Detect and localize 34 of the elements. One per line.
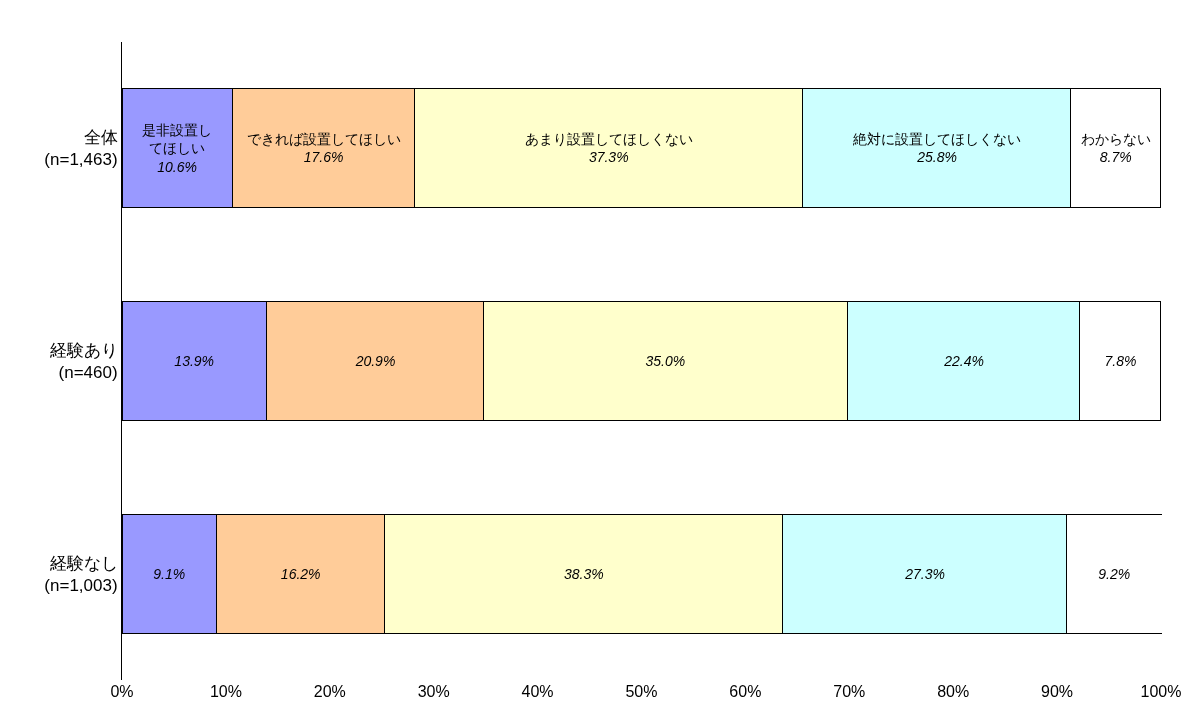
data-label: 7.8% [1104, 353, 1137, 369]
x-tick-label: 10% [209, 683, 242, 700]
x-tick-label: 50% [625, 683, 658, 700]
data-label: 35.0% [645, 353, 686, 369]
data-label: 13.9% [174, 353, 215, 369]
y-tick-label: 全体 (n=1,463) [44, 128, 118, 170]
x-tick-label: 70% [833, 683, 866, 700]
x-tick-label: 80% [937, 683, 970, 700]
x-tick-label: 40% [521, 683, 554, 700]
series-label: あまり設置してほしくない [524, 131, 693, 148]
series-label: 是非設置してほしい [142, 122, 213, 157]
data-label: 37.3% [588, 149, 629, 166]
y-tick-label: 経験あり (n=460) [48, 340, 118, 382]
series-label: できれば設置してほしい [246, 131, 401, 148]
data-label: 27.3% [904, 565, 945, 582]
x-tick-label: 60% [729, 683, 762, 700]
data-label: 22.4% [943, 353, 984, 369]
data-label: 20.9% [354, 353, 396, 369]
x-tick-label: 30% [417, 683, 450, 700]
data-label: 9.2% [1098, 565, 1131, 582]
x-tick-label: 0% [110, 683, 134, 700]
data-label: 38.3% [563, 565, 604, 582]
data-label: 25.8% [916, 149, 957, 166]
x-tick-label: 90% [1041, 683, 1074, 700]
x-tick-label: 100% [1140, 683, 1182, 700]
data-label: 17.6% [303, 149, 344, 166]
data-label: 9.1% [153, 565, 186, 582]
data-label: 10.6% [157, 158, 197, 175]
data-label: 16.2% [280, 565, 321, 582]
series-label: わからない [1080, 131, 1151, 148]
series-label: 絶対に設置してほしくない [852, 131, 1022, 148]
y-tick-label: 経験なし (n=1,003) [44, 553, 118, 595]
x-tick-label: 20% [313, 683, 346, 700]
data-label: 8.7% [1099, 149, 1132, 166]
